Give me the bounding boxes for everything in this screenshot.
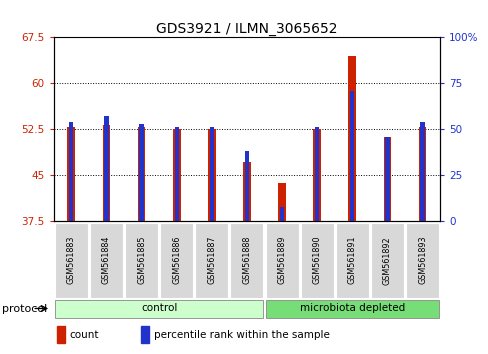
Text: percentile rank within the sample: percentile rank within the sample <box>153 330 329 339</box>
Bar <box>67 127 75 221</box>
Text: GSM561890: GSM561890 <box>312 236 321 285</box>
Bar <box>385 137 389 221</box>
Text: GSM561886: GSM561886 <box>172 236 181 284</box>
FancyBboxPatch shape <box>370 223 403 298</box>
Bar <box>418 127 426 221</box>
FancyBboxPatch shape <box>55 223 88 298</box>
Bar <box>278 183 285 221</box>
Text: GSM561889: GSM561889 <box>277 236 286 285</box>
Text: GSM561888: GSM561888 <box>242 236 251 284</box>
FancyBboxPatch shape <box>230 223 263 298</box>
Bar <box>172 129 180 221</box>
Bar <box>349 91 354 221</box>
Bar <box>314 127 319 221</box>
Bar <box>141 326 149 343</box>
FancyBboxPatch shape <box>265 223 298 298</box>
FancyBboxPatch shape <box>55 300 263 318</box>
Bar <box>69 122 73 221</box>
Bar <box>280 206 284 221</box>
Text: GSM561883: GSM561883 <box>67 236 76 284</box>
Bar <box>102 125 110 221</box>
Bar <box>209 127 213 221</box>
FancyBboxPatch shape <box>125 223 158 298</box>
Text: GSM561892: GSM561892 <box>382 236 391 285</box>
Bar <box>348 56 355 221</box>
Bar <box>174 127 179 221</box>
Bar <box>383 137 390 221</box>
FancyBboxPatch shape <box>90 223 122 298</box>
FancyBboxPatch shape <box>265 300 438 318</box>
Text: count: count <box>70 330 99 339</box>
Text: microbiota depleted: microbiota depleted <box>299 303 404 314</box>
Title: GDS3921 / ILMN_3065652: GDS3921 / ILMN_3065652 <box>156 22 337 36</box>
FancyBboxPatch shape <box>195 223 228 298</box>
Text: GSM561893: GSM561893 <box>417 236 426 285</box>
Text: GSM561885: GSM561885 <box>137 236 146 285</box>
Bar <box>138 127 145 221</box>
FancyBboxPatch shape <box>405 223 438 298</box>
Bar <box>313 129 321 221</box>
Bar <box>243 162 250 221</box>
Bar <box>207 129 215 221</box>
Bar <box>57 326 65 343</box>
Bar <box>104 116 108 221</box>
Text: GSM561884: GSM561884 <box>102 236 111 284</box>
Bar <box>420 122 424 221</box>
Bar <box>244 151 248 221</box>
FancyBboxPatch shape <box>300 223 333 298</box>
Text: protocol: protocol <box>2 304 48 314</box>
Text: GSM561891: GSM561891 <box>347 236 356 285</box>
FancyBboxPatch shape <box>335 223 368 298</box>
FancyBboxPatch shape <box>160 223 193 298</box>
Text: GSM561887: GSM561887 <box>207 236 216 285</box>
Bar <box>139 124 143 221</box>
Text: control: control <box>141 303 177 314</box>
